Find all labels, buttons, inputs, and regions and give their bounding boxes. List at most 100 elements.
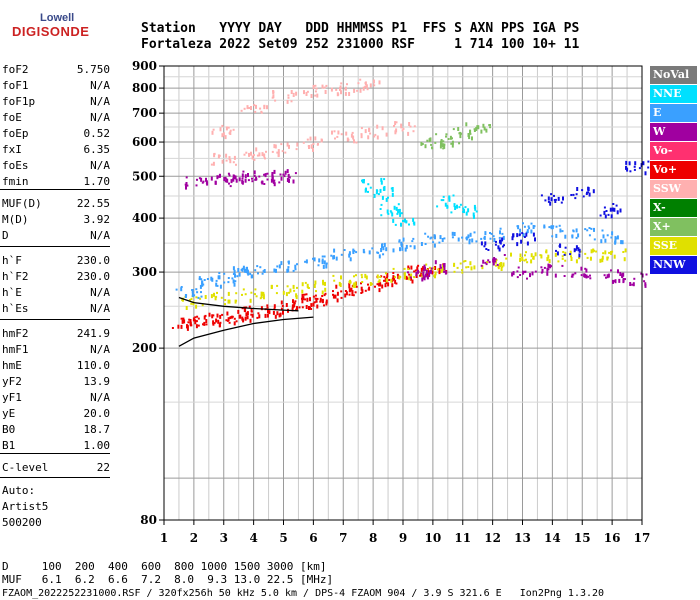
param-value: 241.9 [76, 327, 110, 340]
data-point [475, 240, 478, 243]
data-point [450, 142, 453, 145]
data-point [193, 294, 196, 297]
data-point [337, 130, 340, 135]
data-point [593, 249, 595, 252]
data-point [250, 291, 253, 294]
data-point [264, 173, 267, 178]
data-point [231, 315, 234, 318]
data-point [185, 185, 187, 190]
data-point [245, 151, 248, 154]
data-point [216, 291, 218, 294]
data-point [378, 284, 381, 287]
data-point [345, 131, 348, 136]
data-point [243, 308, 246, 313]
data-point [443, 270, 446, 273]
separator [0, 246, 110, 247]
data-point [255, 295, 258, 298]
data-point [412, 217, 415, 222]
data-point [572, 229, 575, 232]
data-point [611, 207, 614, 212]
data-point [270, 284, 273, 289]
data-point [590, 227, 593, 230]
data-point [395, 121, 398, 124]
param-row: foF1 N/A [2, 78, 110, 94]
data-point [557, 260, 560, 263]
data-point [309, 297, 311, 302]
data-point [645, 273, 648, 276]
data-point [397, 274, 400, 279]
data-point [289, 288, 292, 293]
data-point [353, 275, 355, 278]
data-point [245, 269, 248, 273]
data-point [248, 107, 250, 109]
data-point [369, 83, 372, 88]
data-point [484, 261, 487, 264]
x-tick-label: 3 [220, 531, 228, 545]
data-point [564, 251, 567, 256]
data-point [250, 310, 253, 313]
data-point [288, 144, 290, 149]
data-point [309, 306, 311, 309]
data-point [333, 279, 336, 282]
param-value: 22 [96, 461, 110, 474]
param-value: 5.750 [76, 63, 110, 76]
data-point [550, 197, 553, 202]
data-point [304, 260, 307, 263]
data-point [482, 123, 485, 128]
data-point [221, 124, 224, 127]
data-point [407, 131, 410, 136]
data-point [339, 87, 341, 91]
data-point [492, 259, 495, 262]
param-row: foF1p N/A [2, 94, 110, 110]
data-point [575, 259, 578, 264]
data-point [524, 270, 527, 273]
data-point [236, 275, 239, 278]
data-point [180, 324, 183, 329]
data-point [416, 266, 419, 271]
data-point [360, 282, 362, 285]
data-point [331, 130, 333, 135]
data-point [575, 245, 578, 250]
data-point [220, 296, 223, 299]
data-point [263, 153, 266, 158]
legend-item-w: W [650, 123, 697, 141]
data-point [426, 272, 429, 277]
data-point [355, 285, 358, 288]
data-point [458, 132, 461, 135]
data-point [503, 244, 505, 247]
data-point [360, 273, 363, 276]
param-value: N/A [90, 286, 110, 299]
data-point [584, 252, 587, 255]
data-point [372, 79, 375, 84]
data-point [292, 95, 295, 97]
data-point [494, 243, 497, 246]
data-point [285, 303, 288, 307]
data-point [445, 133, 448, 136]
data-point [355, 274, 357, 277]
data-point [420, 272, 423, 277]
x-tick-label: 7 [339, 531, 347, 545]
data-point [238, 177, 241, 182]
data-point [314, 294, 317, 297]
data-point [421, 277, 424, 282]
param-row: h`Es N/A [2, 301, 110, 317]
data-point [410, 276, 412, 281]
data-point [471, 136, 473, 141]
data-point [424, 144, 427, 149]
data-point [260, 306, 263, 311]
auto-method: Artist5 [2, 500, 49, 513]
data-point [259, 297, 262, 300]
data-point [182, 297, 184, 302]
data-point [394, 279, 397, 284]
data-point [402, 237, 405, 242]
data-point [321, 260, 324, 265]
data-point [547, 200, 550, 203]
data-point [330, 87, 333, 92]
data-point [436, 205, 439, 208]
param-value: 3.92 [83, 213, 111, 226]
data-point [225, 126, 228, 131]
data-point [512, 271, 515, 276]
data-point [322, 264, 325, 269]
data-point [408, 122, 411, 126]
data-point [336, 298, 339, 303]
